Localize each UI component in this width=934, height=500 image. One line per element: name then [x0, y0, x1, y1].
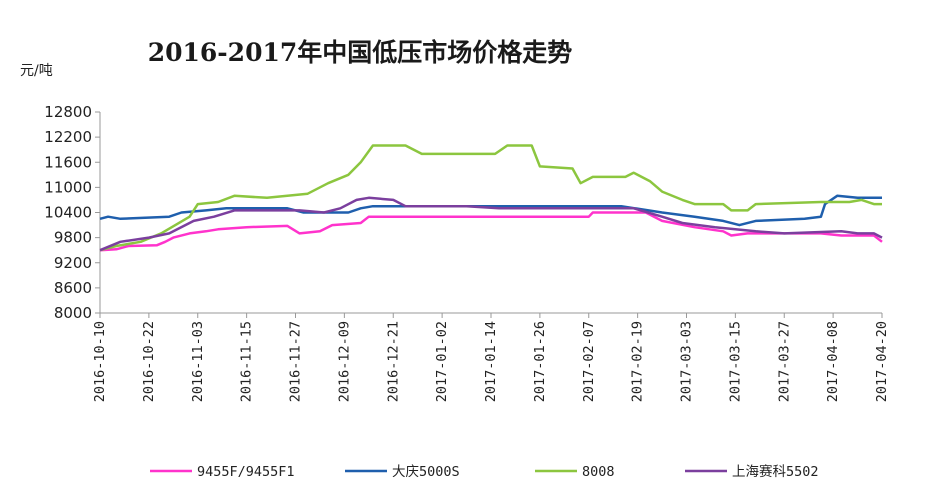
- y-tick-label: 8000: [54, 304, 92, 322]
- y-tick-label: 10400: [44, 204, 92, 222]
- legend-label-2: 大庆5000S: [392, 464, 460, 480]
- x-tick-label: 2016-10-22: [141, 321, 157, 402]
- series-line-2: [99, 194, 882, 227]
- series-layer: [99, 144, 883, 252]
- x-tick-label: 2017-03-27: [776, 321, 792, 402]
- y-tick-label: 12800: [44, 103, 92, 121]
- x-tick-label: 2016-11-03: [190, 321, 206, 402]
- legend-label-4: 上海赛科5502: [732, 464, 819, 480]
- y-tick-label: 11000: [44, 178, 92, 196]
- x-tick-label: 2016-10-10: [92, 321, 108, 402]
- x-tick-label: 2016-11-15: [239, 321, 255, 402]
- x-tick-label: 2017-04-08: [825, 321, 841, 402]
- series-line-3: [99, 144, 882, 252]
- x-tick-label: 2016-12-21: [385, 321, 401, 402]
- x-tick-label: 2017-01-02: [434, 321, 450, 402]
- y-tick-label: 9200: [54, 254, 92, 272]
- x-tick-label: 2017-03-15: [727, 321, 743, 402]
- series-line-4: [99, 196, 883, 252]
- x-tick-label: 2016-11-27: [288, 321, 304, 402]
- x-tick-label: 2017-03-03: [679, 321, 695, 402]
- y-tick-label: 12200: [44, 128, 92, 146]
- chart-title: 2016-2017年中国低压市场价格走势: [148, 38, 573, 67]
- y-tick-label: 8600: [54, 279, 92, 297]
- x-tick-label: 2017-01-14: [483, 321, 499, 402]
- x-tick-label: 2016-12-09: [336, 321, 352, 402]
- y-tick-label: 9800: [54, 229, 92, 247]
- x-tick-label: 2017-02-19: [630, 321, 646, 402]
- legend-label-1: 9455F/9455F1: [197, 464, 295, 480]
- x-tick-label: 2017-04-20: [874, 321, 890, 402]
- legend-label-3: 8008: [582, 464, 615, 480]
- y-axis-unit-label: 元/吨: [20, 63, 53, 79]
- x-tick-label: 2017-01-26: [532, 321, 548, 402]
- y-tick-label: 11600: [44, 153, 92, 171]
- chart-axes: 8000 8600 9200 9800 10400 11000 11600 12200 1280…: [44, 103, 890, 402]
- series-line-1: [99, 211, 883, 252]
- x-tick-label: 2017-02-07: [581, 321, 597, 402]
- legend: 9455F/9455F1 大庆5000S 8008 上海赛科5502: [150, 464, 819, 480]
